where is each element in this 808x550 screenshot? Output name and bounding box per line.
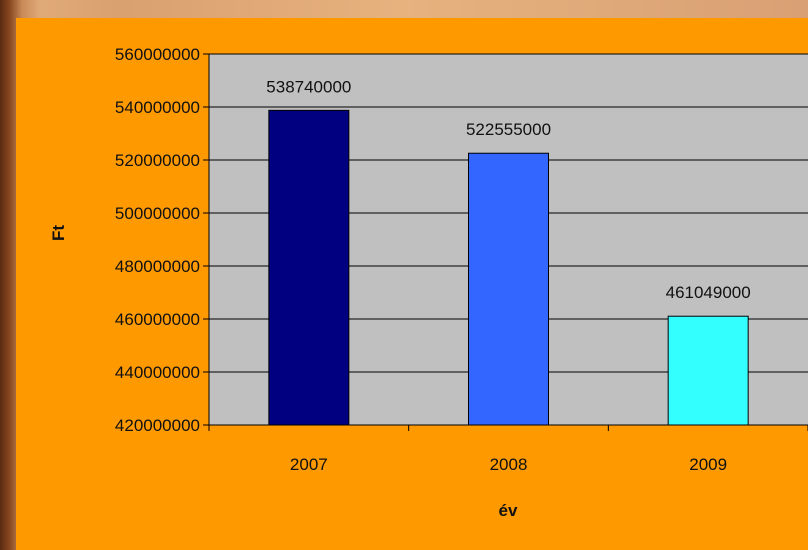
- y-tick-label: 460000000: [115, 310, 200, 329]
- y-tick-label: 420000000: [115, 416, 200, 435]
- x-tick-label: 2009: [689, 455, 727, 474]
- data-labels: 538740000 522555000 461049000: [266, 77, 750, 302]
- bar-2009: [667, 315, 749, 426]
- x-axis-title: év: [499, 501, 518, 520]
- bar-2008: [468, 152, 549, 426]
- data-label-2008: 522555000: [466, 120, 551, 139]
- bar-chart: 420000000 440000000 460000000 480000000 5000…: [49, 45, 808, 520]
- bar-2007: [268, 109, 350, 426]
- y-tick-label: 500000000: [115, 204, 200, 223]
- y-tick-label: 440000000: [115, 363, 200, 382]
- y-tick-label: 480000000: [115, 257, 200, 276]
- y-tick-label: 540000000: [115, 98, 200, 117]
- data-label-2009: 461049000: [666, 283, 751, 302]
- y-axis: 420000000 440000000 460000000 480000000 5000…: [115, 45, 210, 435]
- y-axis-title: Ft: [49, 225, 68, 241]
- data-label-2007: 538740000: [266, 77, 351, 96]
- y-tick-label: 560000000: [115, 45, 200, 64]
- x-tick-label: 2007: [290, 455, 328, 474]
- x-tick-label: 2008: [490, 455, 528, 474]
- chart-area: 420000000 440000000 460000000 480000000 5000…: [16, 18, 808, 550]
- y-tick-label: 520000000: [115, 151, 200, 170]
- x-axis: 2007 2008 2009: [208, 424, 808, 474]
